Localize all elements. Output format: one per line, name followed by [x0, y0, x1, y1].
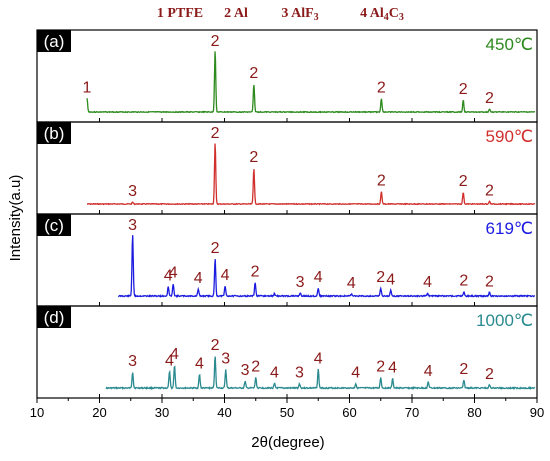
- peak-label: 2: [459, 361, 468, 378]
- panel-tag-label: (d): [44, 308, 65, 327]
- x-tick-label: 40: [217, 405, 231, 420]
- panel-tag: (a): [37, 30, 71, 52]
- peak-label: 2: [485, 90, 494, 107]
- peak-label: 2: [485, 183, 494, 200]
- panel-tag: (d): [37, 306, 71, 328]
- x-tick-label: 30: [155, 405, 169, 420]
- xrd-pattern-line: [105, 356, 536, 391]
- x-axis-label: 2θ(degree): [251, 434, 324, 451]
- peak-label: 1: [83, 79, 92, 96]
- peak-label: 4: [221, 267, 230, 284]
- panel-tag-bg: [37, 214, 71, 236]
- peak-label: 2: [251, 358, 260, 375]
- peak-label: 2: [485, 366, 494, 383]
- legend-entry-subscript: 4: [384, 12, 389, 23]
- peak-label: 2: [249, 65, 258, 82]
- x-tick-label: 60: [342, 405, 356, 420]
- peak-label: 3: [296, 274, 305, 291]
- x-tick-label: 50: [280, 405, 294, 420]
- y-axis-label: Intensity(a.u): [7, 175, 24, 262]
- panel-tag-bg: [37, 122, 71, 144]
- peak-label: 2: [377, 173, 386, 190]
- panel-tag-bg: [37, 30, 71, 52]
- peak-label: 4: [347, 275, 356, 292]
- temperature-label: 450℃: [486, 35, 533, 54]
- peak-label: 4: [351, 365, 360, 382]
- peak-label: 4: [424, 363, 433, 380]
- xrd-pattern-line: [86, 143, 536, 206]
- peak-label: 2: [459, 173, 468, 190]
- peak-label: 2: [377, 79, 386, 96]
- panel-tag-label: (a): [44, 32, 65, 51]
- peak-label: 2: [459, 81, 468, 98]
- panel-tag-label: (c): [44, 216, 64, 235]
- peak-label: 4: [386, 271, 395, 288]
- legend-entry-text: 2 Al: [224, 6, 248, 21]
- peak-label: 2: [251, 263, 260, 280]
- peak-label: 2: [211, 240, 220, 257]
- panel-tag-label: (b): [44, 124, 65, 143]
- peak-label: 4: [165, 352, 174, 369]
- peak-label: 2: [376, 358, 385, 375]
- peak-label: 4: [270, 365, 279, 382]
- legend-entry-text: 1 PTFE: [157, 6, 203, 21]
- peak-label: 4: [314, 350, 323, 367]
- peak-label: 4: [169, 265, 178, 282]
- peak-label: 4: [194, 270, 203, 287]
- x-tick-label: 20: [92, 405, 106, 420]
- panel-frame: [36, 305, 538, 399]
- legend-entry-text-tail: C: [389, 6, 399, 21]
- peak-label: 3: [295, 365, 304, 382]
- temperature-label: 619℃: [486, 219, 533, 238]
- xrd-pattern-line: [86, 51, 536, 114]
- panel-tag-bg: [37, 306, 71, 328]
- legend-entry-text: 4 Al: [360, 6, 384, 21]
- legend-entry: 3 AlF3: [281, 6, 318, 23]
- legend-entry: 1 PTFE: [157, 6, 203, 21]
- legend-entry: 4 Al4C3: [360, 6, 404, 23]
- x-axis: 10 20 30 40 50 60 70 80 90: [30, 398, 544, 420]
- peak-label: 4: [388, 360, 397, 377]
- peak-label: 4: [170, 346, 179, 363]
- legend-entry-subscript: 3: [399, 12, 404, 23]
- x-tick-label: 80: [467, 405, 481, 420]
- panel-frame: [36, 213, 538, 307]
- legend-entry-subscript: 3: [314, 12, 319, 23]
- legend-entry: 2 Al: [224, 6, 248, 21]
- peak-label: 3: [241, 362, 250, 379]
- legend-entry-text: 3 AlF: [281, 6, 313, 21]
- peak-label: 2: [485, 273, 494, 290]
- xrd-pattern-line: [117, 235, 536, 298]
- temperature-label: 590℃: [486, 127, 533, 146]
- peak-label: 2: [376, 269, 385, 286]
- x-tick-label: 10: [30, 405, 44, 420]
- compound-legend: 1 PTFE 2 Al 3 AlF3 4 Al4C3: [157, 6, 404, 23]
- panel-tag: (b): [37, 122, 71, 144]
- peak-label: 4: [423, 274, 432, 291]
- peak-label: 2: [211, 125, 220, 142]
- peak-label: 2: [249, 149, 258, 166]
- peak-label: 3: [221, 350, 230, 367]
- peak-label: 2: [459, 273, 468, 290]
- peak-label: 4: [164, 268, 173, 285]
- peak-label: 3: [128, 353, 137, 370]
- peak-label: 2: [211, 337, 220, 354]
- peak-label: 4: [195, 355, 204, 372]
- temperature-label: 1000℃: [476, 311, 533, 330]
- x-tick-label: 70: [405, 405, 419, 420]
- x-tick-label: 90: [530, 405, 544, 420]
- peak-label: 3: [128, 217, 137, 234]
- peak-label: 4: [314, 269, 323, 286]
- panel-tag: (c): [37, 214, 71, 236]
- peak-label: 2: [211, 33, 220, 50]
- peak-label: 3: [128, 183, 137, 200]
